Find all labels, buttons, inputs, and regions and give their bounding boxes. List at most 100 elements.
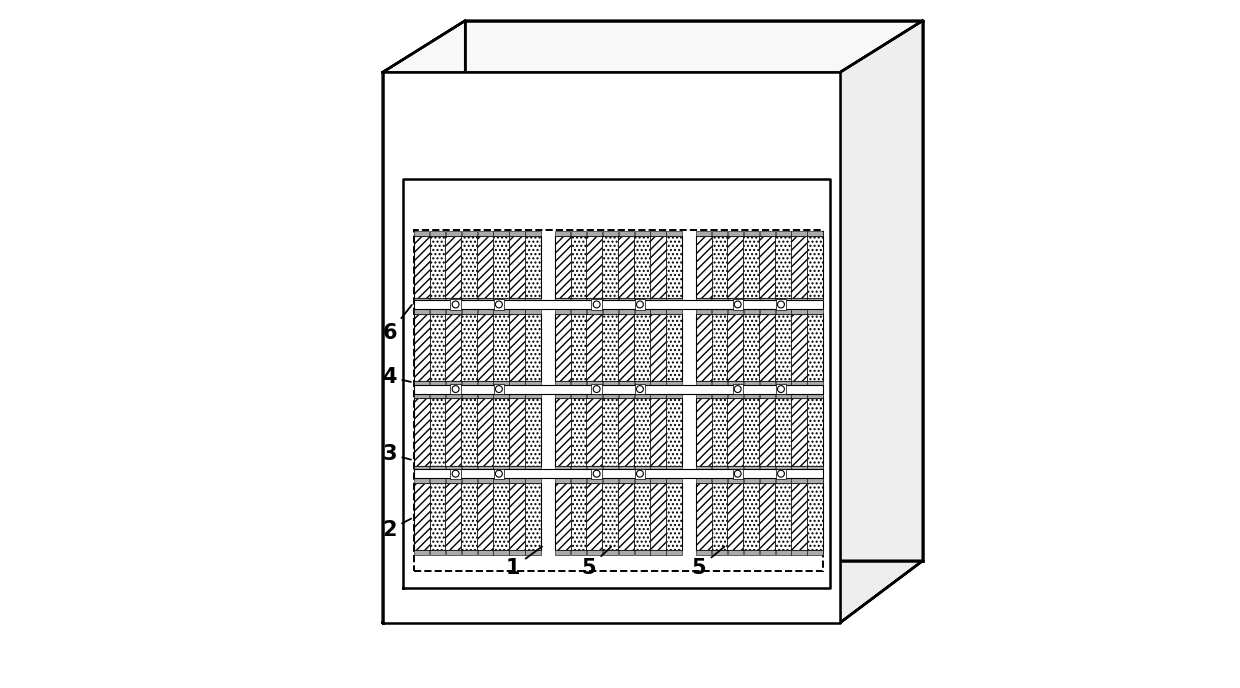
Bar (759, 314, 775, 381)
Bar (445, 298, 461, 303)
Bar (510, 381, 525, 386)
Bar (807, 550, 822, 555)
Bar (429, 483, 445, 550)
Bar (634, 398, 650, 466)
Bar (619, 398, 634, 466)
Bar (591, 384, 601, 394)
Bar (414, 478, 429, 483)
Bar (712, 478, 727, 483)
Bar (760, 478, 775, 483)
Bar (776, 299, 786, 310)
Bar (554, 483, 570, 550)
Bar (619, 483, 634, 550)
Bar (587, 483, 603, 550)
Bar (526, 298, 541, 303)
Bar (728, 236, 744, 298)
Bar (510, 309, 525, 314)
Bar (651, 550, 666, 555)
Bar (807, 478, 822, 483)
Bar (791, 466, 807, 471)
Bar (666, 298, 682, 303)
Bar (587, 550, 603, 555)
Bar (494, 299, 503, 310)
Bar (791, 231, 807, 236)
Bar (666, 314, 682, 381)
Bar (477, 236, 494, 298)
Bar (587, 478, 603, 483)
Bar (556, 231, 570, 236)
Bar (619, 466, 634, 471)
Bar (666, 231, 682, 236)
Bar (570, 381, 587, 386)
Bar (696, 478, 712, 483)
Bar (461, 394, 477, 398)
Bar (461, 381, 477, 386)
Bar (526, 478, 541, 483)
Bar (430, 394, 445, 398)
Bar (619, 231, 634, 236)
Bar (414, 381, 429, 386)
Bar (666, 381, 682, 386)
Bar (494, 550, 508, 555)
Bar (712, 231, 727, 236)
Bar (570, 466, 587, 471)
Bar (807, 398, 823, 466)
Bar (445, 309, 461, 314)
Polygon shape (383, 21, 923, 72)
Bar (712, 466, 727, 471)
Bar (494, 381, 508, 386)
Bar (461, 550, 477, 555)
Bar (494, 469, 503, 479)
Bar (477, 231, 492, 236)
Bar (603, 381, 618, 386)
Bar (461, 298, 477, 303)
Bar (554, 314, 682, 381)
Bar (759, 483, 775, 550)
Bar (791, 550, 807, 555)
Bar (696, 398, 823, 466)
Bar (651, 381, 666, 386)
Bar (651, 298, 666, 303)
Bar (414, 398, 541, 466)
Circle shape (734, 301, 742, 308)
Bar (477, 381, 492, 386)
Bar (635, 381, 650, 386)
Bar (461, 398, 477, 466)
Bar (744, 398, 759, 466)
Bar (494, 394, 508, 398)
Bar (554, 483, 682, 550)
Bar (494, 483, 510, 550)
Bar (666, 550, 682, 555)
Bar (510, 550, 525, 555)
Bar (430, 309, 445, 314)
Bar (603, 231, 618, 236)
Bar (570, 550, 587, 555)
Bar (791, 478, 807, 483)
Bar (712, 550, 727, 555)
Bar (776, 469, 786, 479)
Bar (619, 381, 634, 386)
Bar (461, 309, 477, 314)
Text: 2: 2 (382, 519, 412, 540)
Bar (587, 236, 603, 298)
Bar (666, 478, 682, 483)
Bar (728, 466, 743, 471)
Bar (759, 236, 775, 298)
Bar (587, 466, 603, 471)
Polygon shape (383, 21, 465, 623)
Bar (733, 299, 743, 310)
Bar (634, 236, 650, 298)
Bar (791, 309, 807, 314)
Bar (807, 466, 822, 471)
Bar (760, 550, 775, 555)
Bar (619, 298, 634, 303)
Text: 3: 3 (382, 444, 410, 464)
Bar (635, 466, 650, 471)
Bar (619, 314, 634, 381)
Bar (477, 298, 492, 303)
Bar (445, 483, 461, 550)
Bar (570, 236, 587, 298)
Bar (525, 314, 541, 381)
Circle shape (453, 301, 459, 308)
Bar (651, 466, 666, 471)
